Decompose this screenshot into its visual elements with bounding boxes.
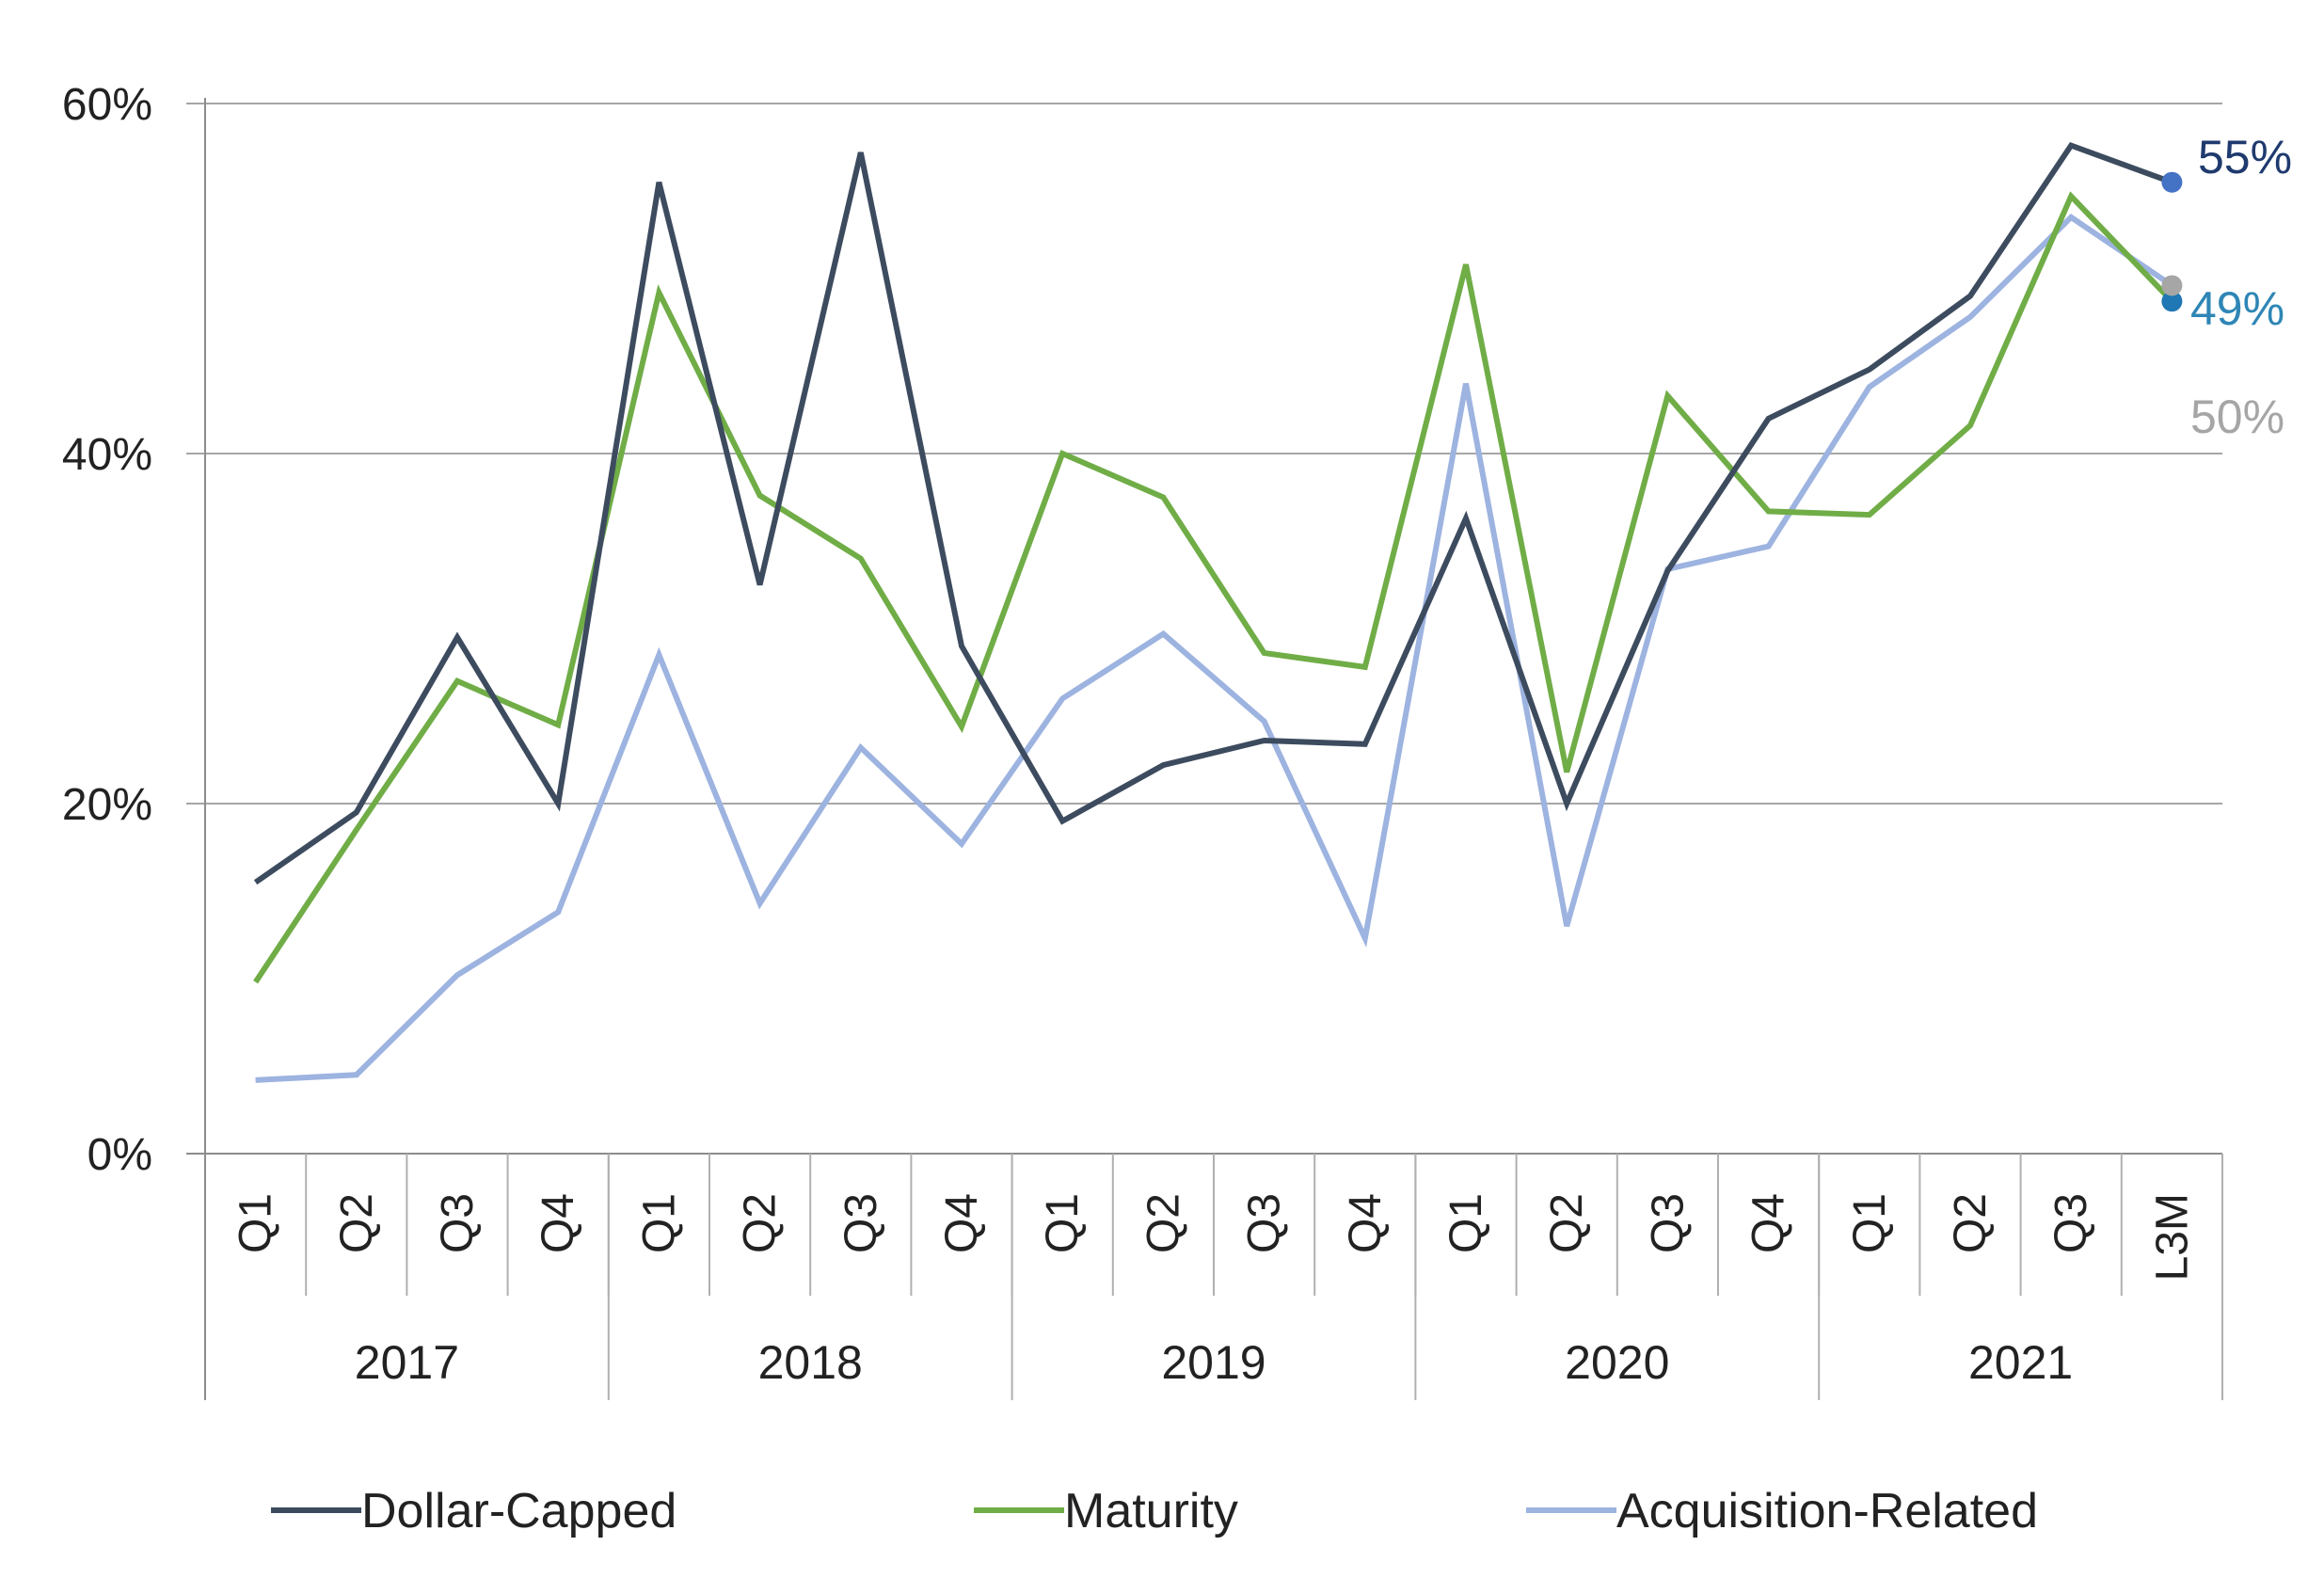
x-axis: Q1 Q2 Q3 Q4 Q1 Q2 Q3 Q4 Q1 Q2 Q3 Q4 Q1 Q2 Q3 Q4 Q1 Q2 Q3 L3… [204,98,2223,1400]
legend-label: Dollar-Capped [361,1484,677,1538]
y-tick-label: 20% [62,780,152,830]
x-tick-label: Q2 [1946,1193,1996,1253]
x-tick-label: Q1 [1441,1193,1491,1253]
x-tick-label: Q3 [1643,1193,1693,1253]
end-value-label: 55% [2198,131,2292,183]
x-tick-label: Q3 [836,1193,886,1253]
x-tick-label: Q3 [1240,1193,1290,1253]
end-marker [2161,171,2183,193]
year-label: 2020 [1565,1336,1669,1389]
series-line-maturity [253,191,2174,984]
legend-label: Acquisition-Related [1616,1484,2038,1538]
legend-item: Maturity [974,1484,1238,1538]
year-label: 2021 [1968,1336,2073,1389]
x-tick-label: Q2 [736,1193,786,1253]
gridlines [186,103,2222,1155]
legend-item: Dollar-Capped [271,1484,677,1538]
x-tick-label: Q4 [937,1193,987,1253]
x-tick-label: Q1 [231,1193,281,1253]
x-tick-label: Q1 [1845,1193,1895,1253]
year-label: 2018 [758,1336,863,1389]
x-tick-label: Q2 [332,1193,382,1253]
y-axis-ticks: 0% 20% 40% 60% [62,80,152,1180]
x-tick-label: Q2 [1542,1193,1592,1253]
x-tick-label: Q4 [1744,1193,1794,1253]
legend-label: Maturity [1064,1484,1238,1538]
x-tick-label: Q3 [433,1193,483,1253]
series-lines [253,141,2174,1083]
y-tick-label: 0% [88,1130,152,1180]
x-tick-label: Q1 [634,1193,684,1253]
end-value-label: 50% [2190,391,2284,443]
year-label: 2017 [355,1336,459,1389]
end-markers: 55% 49% 50% [2161,131,2292,443]
year-label: 2019 [1161,1336,1265,1389]
x-tick-label: Q4 [1341,1193,1391,1253]
series-line-dollar-capped [253,141,2173,885]
end-value-label: 49% [2190,282,2284,335]
x-tick-label: Q4 [533,1193,583,1253]
x-tick-label: L3M [2147,1193,2197,1281]
end-marker [2161,291,2183,312]
x-tick-label: Q2 [1138,1193,1188,1253]
y-tick-label: 40% [62,430,152,480]
x-tick-label: Q3 [2046,1193,2096,1253]
series-line-acquisition-related [255,214,2174,1083]
x-tick-label: Q1 [1038,1193,1088,1253]
end-marker [2161,275,2183,296]
legend-item: Acquisition-Related [1526,1484,2038,1538]
legend: Dollar-Capped Maturity Acquisition-Related [271,1484,2038,1538]
y-tick-label: 60% [62,80,152,130]
